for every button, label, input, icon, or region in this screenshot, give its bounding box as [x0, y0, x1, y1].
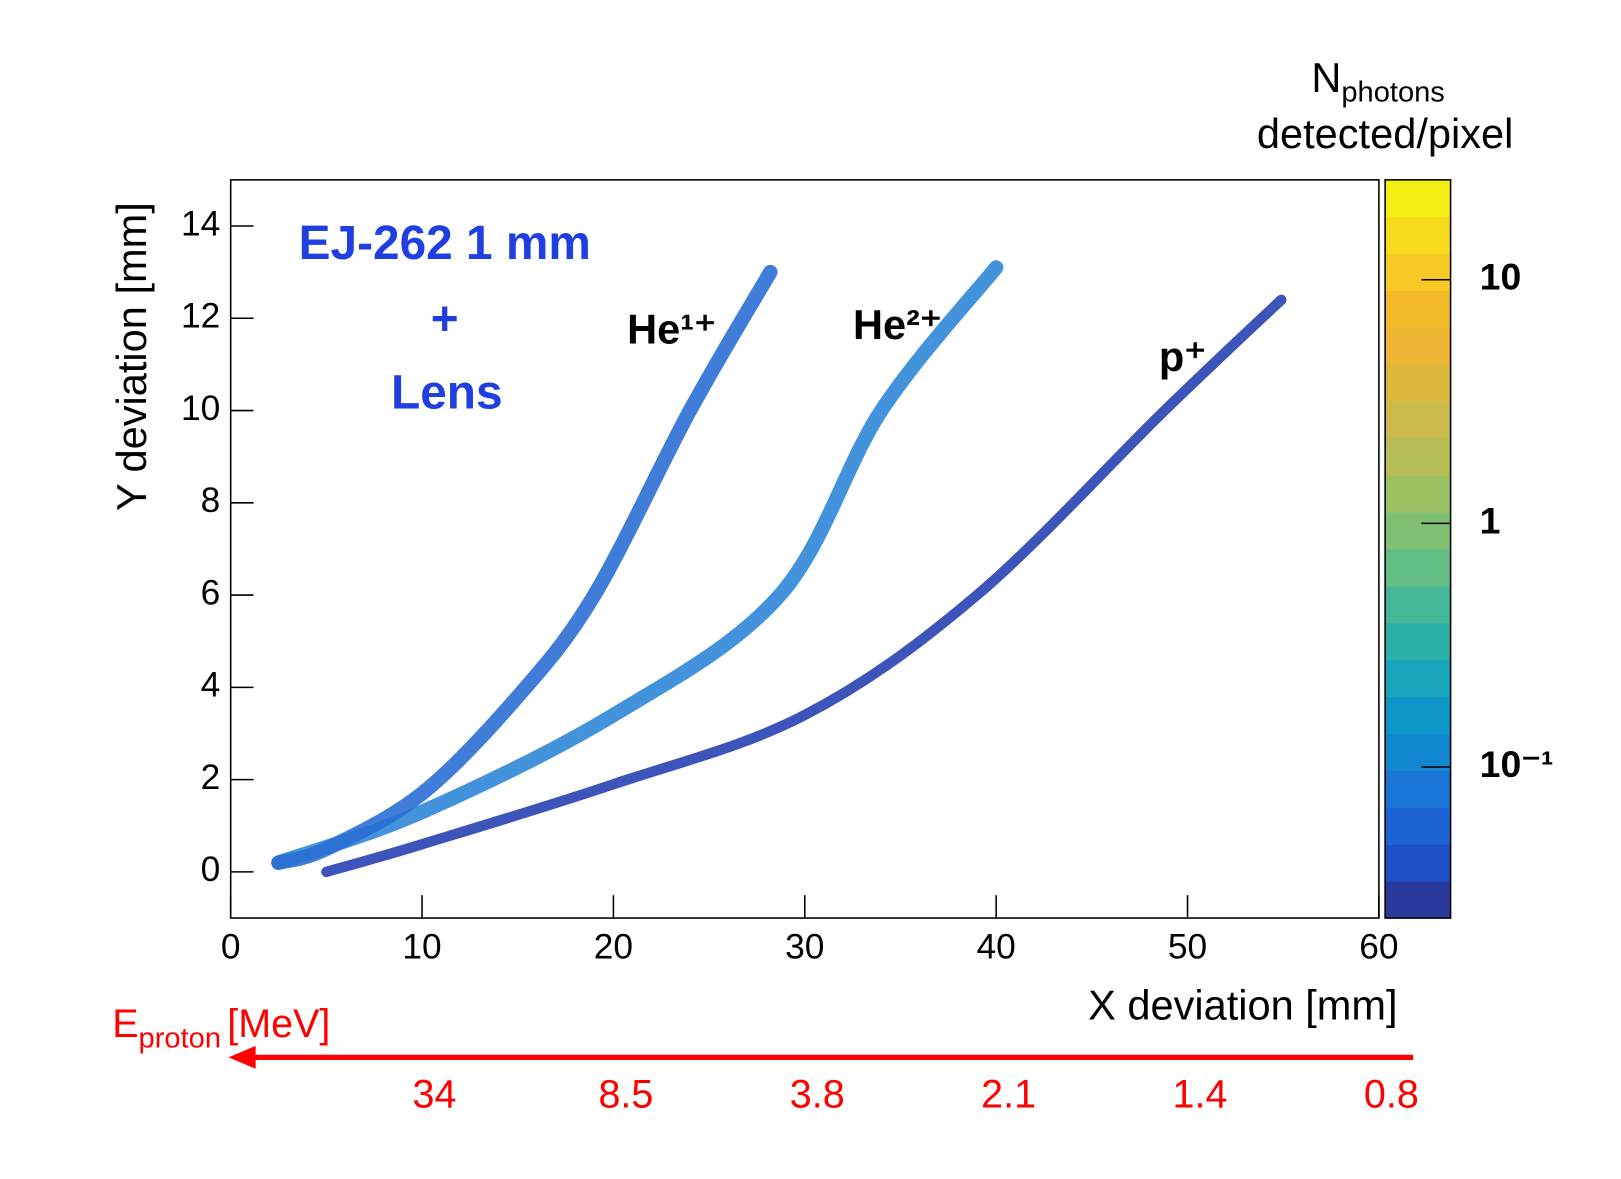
- x-tick-label: 50: [1168, 928, 1207, 967]
- x-tick-label: 10: [402, 928, 441, 967]
- colorbar-band: [1385, 770, 1451, 808]
- colorbar-band: [1385, 364, 1451, 402]
- colorbar-band: [1385, 881, 1451, 919]
- colorbar-band: [1385, 844, 1451, 882]
- colorbar-band: [1385, 327, 1451, 365]
- colorbar-frame: [1384, 179, 1452, 919]
- colorbar-tick-label: 10⁻¹: [1480, 743, 1554, 785]
- y-axis-label: Y deviation [mm]: [108, 202, 155, 511]
- y-tick-label: 4: [201, 666, 221, 705]
- energy-label-unit: [MeV]: [227, 1003, 330, 1047]
- colorbar-band: [1385, 659, 1451, 698]
- energy-label-sub: proton: [139, 1022, 221, 1054]
- annotation: +: [431, 293, 459, 346]
- colorbar-band: [1385, 290, 1451, 329]
- y-tick-label: 12: [181, 297, 220, 336]
- track: [321, 294, 1287, 878]
- y-tick-label: 8: [201, 481, 221, 520]
- colorbar-band: [1385, 401, 1451, 439]
- y-tick-label: 0: [201, 850, 221, 889]
- energy-arrowhead: [228, 1045, 256, 1069]
- colorbar-band: [1385, 585, 1451, 624]
- y-tick-label: 2: [201, 758, 221, 797]
- colorbar-band: [1385, 475, 1451, 513]
- colorbar-title-sub: photons: [1341, 76, 1445, 108]
- x-tick-label: 30: [785, 928, 824, 967]
- track-label: He²⁺: [853, 301, 942, 348]
- colorbar-band: [1385, 733, 1451, 771]
- x-tick-label: 20: [594, 928, 633, 967]
- annotation: Lens: [391, 367, 503, 420]
- colorbar-band: [1385, 807, 1451, 845]
- y-tick-label: 14: [181, 204, 220, 243]
- energy-tick-label: 34: [413, 1072, 457, 1116]
- track: [271, 264, 778, 870]
- colorbar-title-line2: detected/pixel: [1257, 110, 1513, 157]
- track-label: He¹⁺: [627, 305, 716, 352]
- colorbar-band: [1385, 548, 1451, 587]
- colorbar-title-main: N: [1311, 54, 1341, 101]
- x-tick-label: 0: [221, 928, 241, 967]
- colorbar-band: [1385, 622, 1451, 661]
- x-axis-label: X deviation [mm]: [1088, 981, 1397, 1028]
- energy-label-main: E: [112, 1003, 138, 1047]
- colorbar-band: [1385, 438, 1451, 476]
- annotation: EJ-262 1 mm: [299, 217, 591, 270]
- colorbar-band: [1385, 179, 1451, 218]
- x-tick-label: 40: [977, 928, 1016, 967]
- y-tick-label: 6: [201, 573, 221, 612]
- colorbar-band: [1385, 512, 1451, 550]
- x-tick-label: 60: [1359, 928, 1398, 967]
- y-tick-label: 10: [181, 389, 220, 428]
- colorbar-title: Nphotons: [1311, 54, 1445, 108]
- colorbar-tick-label: 10: [1480, 256, 1522, 298]
- energy-tick-label: 8.5: [598, 1072, 653, 1116]
- track-label: p⁺: [1159, 333, 1206, 380]
- energy-tick-label: 1.4: [1173, 1072, 1228, 1116]
- colorbar-band: [1385, 216, 1451, 255]
- track: [271, 260, 1004, 870]
- energy-tick-label: 3.8: [790, 1072, 845, 1116]
- colorbar-tick-label: 1: [1480, 499, 1501, 541]
- energy-tick-label: 2.1: [981, 1072, 1036, 1116]
- colorbar-band: [1385, 253, 1451, 292]
- energy-axis-label: Eproton [MeV]: [112, 1003, 330, 1055]
- colorbar-band: [1385, 696, 1451, 735]
- energy-tick-label: 0.8: [1364, 1072, 1419, 1116]
